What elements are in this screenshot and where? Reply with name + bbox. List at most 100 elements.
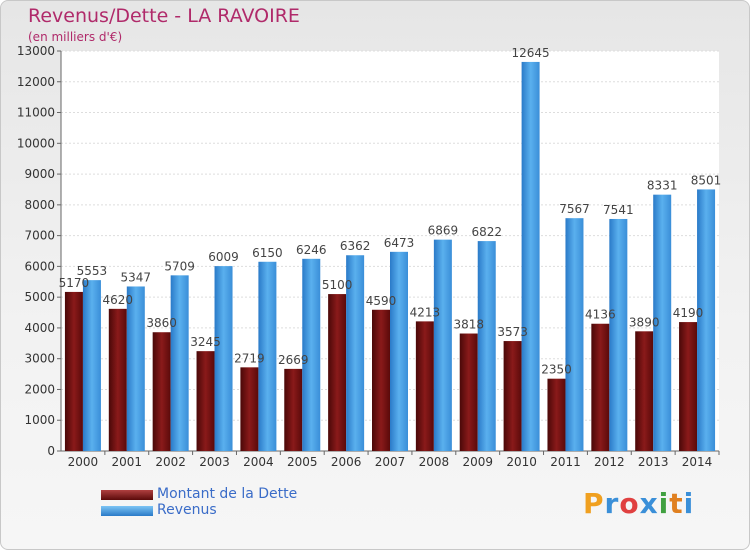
x-tick-label: 2007 bbox=[375, 455, 406, 469]
bar-dette bbox=[503, 341, 522, 451]
data-label-revenus: 8501 bbox=[691, 173, 722, 187]
bar-dette bbox=[328, 294, 347, 451]
data-label-revenus: 5553 bbox=[77, 264, 108, 278]
bar-dette bbox=[635, 331, 654, 451]
x-tick-label: 2014 bbox=[682, 455, 713, 469]
bar-dette bbox=[196, 351, 215, 451]
y-tick-label: 1000 bbox=[24, 413, 55, 427]
data-label-revenus: 12645 bbox=[512, 46, 550, 60]
bar-revenus bbox=[82, 280, 101, 451]
y-tick-label: 5000 bbox=[24, 290, 55, 304]
bar-dette bbox=[372, 309, 390, 451]
y-tick-label: 3000 bbox=[24, 352, 55, 366]
data-label-revenus: 6009 bbox=[208, 250, 239, 264]
logo-letter: o bbox=[619, 487, 640, 520]
y-tick-label: 10000 bbox=[17, 136, 55, 150]
bar-dette bbox=[152, 332, 171, 451]
bar-dette bbox=[415, 321, 434, 451]
x-tick-label: 2012 bbox=[594, 455, 625, 469]
data-label-dette: 4620 bbox=[103, 293, 134, 307]
data-label-revenus: 6473 bbox=[384, 236, 415, 250]
bar-dette bbox=[591, 323, 610, 451]
bar-revenus bbox=[565, 218, 584, 451]
logo-letter: i bbox=[658, 487, 670, 520]
bar-revenus bbox=[521, 61, 540, 452]
x-tick-label: 2004 bbox=[243, 455, 274, 469]
data-label-revenus: 8331 bbox=[647, 179, 678, 193]
bar-revenus bbox=[609, 218, 628, 451]
x-tick-label: 2013 bbox=[638, 455, 669, 469]
legend-swatch-dette bbox=[101, 490, 153, 500]
data-label-dette: 3245 bbox=[190, 335, 221, 349]
data-label-revenus: 5709 bbox=[164, 259, 195, 273]
x-tick-label: 2009 bbox=[462, 455, 493, 469]
legend-label-dette: Montant de la Dette bbox=[157, 486, 298, 502]
y-tick-label: 8000 bbox=[24, 198, 55, 212]
data-label-revenus: 6150 bbox=[252, 246, 283, 260]
data-label-revenus: 6822 bbox=[471, 225, 502, 239]
y-tick-label: 2000 bbox=[24, 382, 55, 396]
data-label-dette: 5170 bbox=[59, 276, 90, 290]
y-tick-label: 11000 bbox=[17, 106, 55, 120]
data-label-revenus: 5347 bbox=[121, 270, 152, 284]
data-label-dette: 3818 bbox=[453, 318, 484, 332]
logo-letter: i bbox=[683, 487, 695, 520]
data-label-dette: 4136 bbox=[585, 308, 616, 322]
chart-title: Revenus/Dette - LA RAVOIRE bbox=[28, 5, 300, 27]
proxiti-logo: Proxiti bbox=[583, 487, 694, 520]
bar-revenus bbox=[258, 261, 277, 451]
data-label-dette: 4590 bbox=[366, 294, 397, 308]
data-label-dette: 2719 bbox=[234, 351, 265, 365]
data-label-revenus: 7541 bbox=[603, 203, 634, 217]
logo-letter: x bbox=[639, 487, 659, 520]
x-tick-label: 2001 bbox=[112, 455, 143, 469]
x-tick-label: 2006 bbox=[331, 455, 362, 469]
y-tick-label: 6000 bbox=[24, 259, 55, 273]
bar-dette bbox=[547, 378, 566, 451]
bar-dette bbox=[108, 308, 127, 451]
data-label-dette: 3573 bbox=[497, 325, 528, 339]
bar-revenus bbox=[214, 266, 233, 451]
x-tick-label: 2011 bbox=[550, 455, 581, 469]
data-label-dette: 3890 bbox=[629, 315, 660, 329]
y-tick-label: 9000 bbox=[24, 167, 55, 181]
y-tick-label: 0 bbox=[47, 444, 55, 458]
y-tick-label: 12000 bbox=[17, 75, 55, 89]
x-tick-label: 2000 bbox=[68, 455, 99, 469]
y-tick-label: 7000 bbox=[24, 229, 55, 243]
bar-dette bbox=[459, 333, 478, 451]
logo-letter: r bbox=[604, 487, 620, 520]
legend-swatch-revenus bbox=[101, 506, 153, 516]
x-tick-label: 2010 bbox=[506, 455, 537, 469]
bar-dette bbox=[64, 291, 83, 451]
bar-revenus bbox=[477, 241, 496, 451]
data-label-dette: 4213 bbox=[410, 305, 441, 319]
bar-revenus bbox=[170, 275, 189, 451]
bar-revenus bbox=[697, 189, 716, 451]
chart-subtitle: (en milliers d'€) bbox=[28, 30, 123, 44]
data-label-dette: 5100 bbox=[322, 278, 353, 292]
data-label-dette: 4190 bbox=[673, 306, 704, 320]
x-tick-label: 2008 bbox=[419, 455, 450, 469]
data-label-dette: 2669 bbox=[278, 353, 309, 367]
bar-dette bbox=[679, 322, 698, 451]
bar-revenus bbox=[346, 255, 365, 451]
x-tick-label: 2002 bbox=[155, 455, 186, 469]
bar-revenus bbox=[390, 251, 408, 451]
x-tick-label: 2005 bbox=[287, 455, 318, 469]
bar-dette bbox=[240, 367, 259, 451]
y-tick-label: 13000 bbox=[17, 44, 55, 58]
data-label-revenus: 6362 bbox=[340, 239, 371, 253]
logo-letter: P bbox=[583, 487, 605, 520]
y-tick-label: 4000 bbox=[24, 321, 55, 335]
data-label-revenus: 6246 bbox=[296, 243, 327, 257]
data-label-dette: 3860 bbox=[146, 316, 177, 330]
legend-label-revenus: Revenus bbox=[157, 502, 217, 518]
bar-revenus bbox=[126, 286, 145, 451]
x-tick-label: 2003 bbox=[199, 455, 230, 469]
logo-letter: t bbox=[669, 487, 684, 520]
data-label-revenus: 6869 bbox=[428, 224, 459, 238]
data-label-revenus: 7567 bbox=[559, 202, 590, 216]
